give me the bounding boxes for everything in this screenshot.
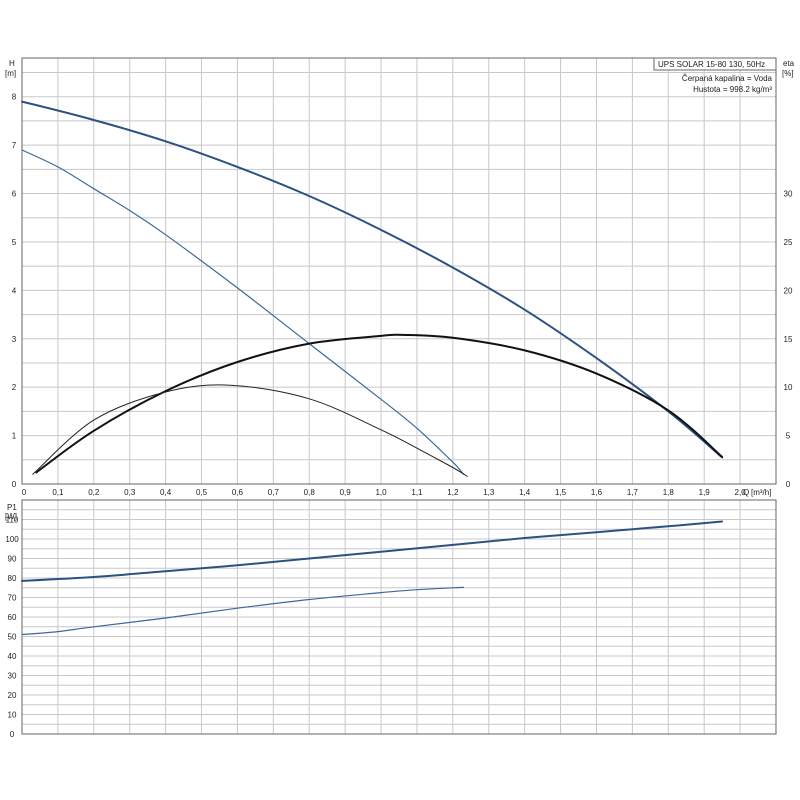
flow-tick-label: 0,8 xyxy=(304,488,316,497)
head-panel-curves xyxy=(21,100,724,477)
head-axis-label: H xyxy=(9,59,15,68)
head-curve-max xyxy=(21,100,724,459)
power-tick-label: 20 xyxy=(8,691,17,700)
eta-tick-label: 5 xyxy=(786,432,791,441)
head-tick-label: 8 xyxy=(12,93,17,102)
head-tick-label: 3 xyxy=(12,335,17,344)
flow-tick-label: 1,5 xyxy=(555,488,567,497)
flow-tick-label: 1,0 xyxy=(375,488,387,497)
flow-tick-label: 0,1 xyxy=(52,488,64,497)
eta-axis-label: eta xyxy=(783,59,795,68)
head-tick-label: 6 xyxy=(12,190,17,199)
power-tick-label: 30 xyxy=(8,672,17,681)
eta-axis-unit: [%] xyxy=(782,69,794,78)
flow-tick-label: 0 xyxy=(22,488,27,497)
power-panel-curves xyxy=(21,520,724,636)
eta-tick-label: 15 xyxy=(784,335,793,344)
flow-tick-label: 0,3 xyxy=(124,488,136,497)
flow-tick-label: 0,9 xyxy=(340,488,352,497)
flow-tick-label: 1,9 xyxy=(699,488,711,497)
efficiency-curve-max xyxy=(35,333,724,474)
head-tick-label: 2 xyxy=(12,383,17,392)
flow-tick-label: 1,4 xyxy=(519,488,531,497)
flow-tick-label: 0,7 xyxy=(268,488,280,497)
flow-tick-label: 1,3 xyxy=(483,488,495,497)
power-tick-label: 80 xyxy=(8,574,17,583)
power-tick-label: 100 xyxy=(5,535,19,544)
power-tick-label: 70 xyxy=(8,594,17,603)
power-curve-max xyxy=(21,520,724,582)
head-tick-label: 7 xyxy=(12,141,17,150)
power-curve-min xyxy=(21,586,465,636)
efficiency-curve-min xyxy=(32,384,468,477)
power-y-ticks: 0 10 20 30 40 50 60 70 80 90 100 110 xyxy=(5,516,19,740)
flow-axis-unit: [m³/h] xyxy=(751,488,771,497)
power-tick-label: 60 xyxy=(8,613,17,622)
head-y-ticks: 0 1 2 3 4 5 6 7 8 xyxy=(12,93,17,489)
flow-tick-label: 0,5 xyxy=(196,488,208,497)
info-box-liquid: Čerpaná kapalina = Voda xyxy=(682,74,773,83)
eta-tick-label: 30 xyxy=(784,190,793,199)
flow-axis-label: Q xyxy=(743,488,749,497)
power-tick-label: 50 xyxy=(8,633,17,642)
head-panel-grid xyxy=(22,58,776,484)
head-axis-unit: [m] xyxy=(5,69,16,78)
power-panel-frame xyxy=(21,499,777,735)
flow-tick-label: 1,8 xyxy=(663,488,675,497)
info-box-density: Hustota = 998.2 kg/m³ xyxy=(693,85,772,94)
power-tick-label: 40 xyxy=(8,652,17,661)
eta-tick-label: 25 xyxy=(784,238,793,247)
head-tick-label: 4 xyxy=(12,286,17,295)
flow-tick-label: 0,4 xyxy=(160,488,172,497)
eta-y-ticks: 0 5 10 15 20 25 30 xyxy=(784,190,793,489)
power-tick-label: 90 xyxy=(8,555,17,564)
eta-tick-label: 0 xyxy=(786,480,791,489)
flow-tick-label: 0,2 xyxy=(88,488,100,497)
power-tick-label: 0 xyxy=(10,730,15,739)
head-tick-label: 5 xyxy=(12,238,17,247)
eta-tick-label: 10 xyxy=(784,383,793,392)
head-tick-label: 1 xyxy=(12,432,17,441)
eta-tick-label: 20 xyxy=(784,286,793,295)
info-box-title: UPS SOLAR 15-80 130, 50Hz xyxy=(658,60,765,69)
flow-tick-label: 1,6 xyxy=(591,488,603,497)
power-tick-label: 10 xyxy=(8,711,17,720)
power-axis-unit: [W] xyxy=(5,512,17,521)
flow-tick-label: 1,7 xyxy=(627,488,639,497)
power-tick-label: 110 xyxy=(6,516,19,525)
flow-tick-label: 0,6 xyxy=(232,488,244,497)
info-box: UPS SOLAR 15-80 130, 50Hz Čerpaná kapali… xyxy=(653,57,777,94)
flow-x-ticks: 0 0,1 0,2 0,3 0,4 0,5 0,6 0,7 0,8 0,9 1,0 1,1 1,2 1,3… xyxy=(22,488,746,497)
power-panel-grid xyxy=(22,500,776,734)
flow-tick-label: 2,0 xyxy=(735,488,747,497)
flow-tick-label: 1,1 xyxy=(411,488,423,497)
head-tick-label: 0 xyxy=(12,480,17,489)
power-axis-label: P1 xyxy=(7,503,17,512)
flow-tick-label: 1,2 xyxy=(447,488,459,497)
head-panel-frame xyxy=(21,57,777,485)
head-curve-min xyxy=(21,149,465,475)
